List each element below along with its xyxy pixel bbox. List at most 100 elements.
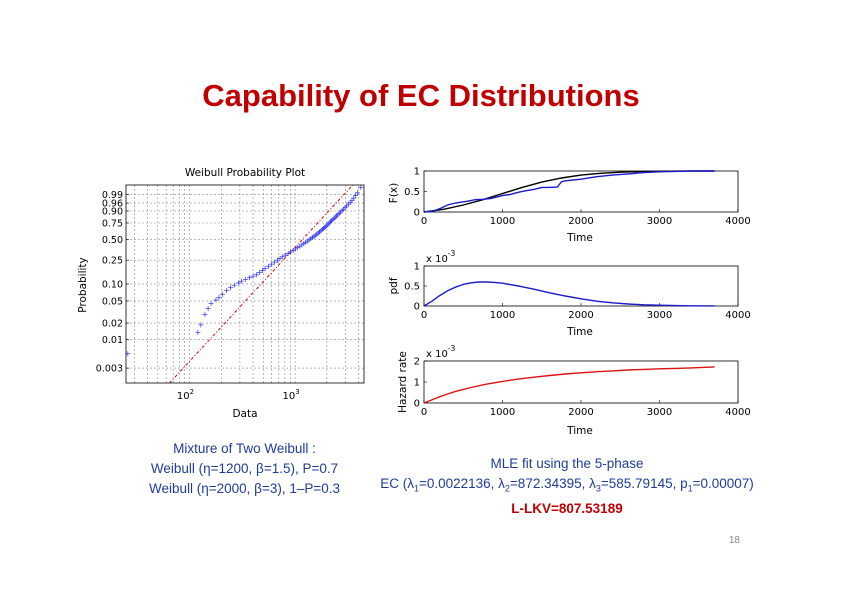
right-caption-line3: L-LKV=807.53189 (511, 500, 623, 516)
cdf-x-label: Time (566, 232, 593, 244)
weibull-plot-title: Weibull Probability Plot (185, 167, 305, 179)
hazard-scale-label: x 10-3 (426, 344, 456, 360)
weibull-data-point (279, 254, 285, 260)
weibull-data-point (331, 215, 337, 221)
weibull-data-point (195, 329, 201, 335)
weibull-data-point (235, 280, 241, 286)
weibull-data-point (358, 185, 364, 191)
weibull-data-point (231, 282, 237, 288)
weibull-y-tick-label: 0.05 (102, 296, 123, 307)
cdf-x-tick-label: 2000 (568, 216, 593, 227)
pdf-plot-frame (423, 265, 739, 307)
cdf-x-tick-label: 3000 (647, 216, 672, 227)
slide-title: Capability of EC Distributions (202, 78, 640, 113)
hazard-x-tick-label: 3000 (647, 407, 672, 418)
weibull-data-point (253, 272, 259, 278)
pdf-x-label: Time (566, 326, 593, 338)
pdf-series-pdf (423, 281, 715, 307)
hazard-x-tick-label: 1000 (490, 407, 515, 418)
weibull-y-tick-label: 0.02 (102, 319, 123, 330)
cdf-y-tick-label: 0 (414, 208, 420, 219)
weibull-data-point (317, 229, 323, 235)
weibull-data-point (205, 306, 211, 312)
weibull-data-point (274, 257, 280, 263)
hazard-x-tick-label: 2000 (568, 407, 593, 418)
weibull-data-point (224, 287, 230, 293)
weibull-plot-frame (125, 184, 365, 384)
weibull-data-point (265, 263, 271, 269)
weibull-x-label: Data (232, 408, 257, 420)
left-caption-line3: Weibull (η=2000, β=3), 1–P=0.3 (148, 481, 341, 496)
hazard-series-hazard (423, 366, 715, 404)
weibull-y-tick-label: 0.75 (102, 218, 123, 229)
weibull-reference-line (168, 185, 354, 383)
weibull-data-point (324, 222, 330, 228)
pdf-x-tick-label: 1000 (490, 310, 515, 321)
weibull-probability-plot: Weibull Probability Plot Data Probabilit… (77, 167, 365, 420)
page-number: 18 (728, 535, 740, 546)
weibull-y-tick-label: 0.003 (96, 364, 123, 375)
weibull-y-tick-label: 0.01 (102, 335, 123, 346)
cdf-plot: F(x) Time 0 1000 2000 3000 4000 0 0.5 1 (388, 167, 751, 245)
cdf-series-fitted (423, 170, 715, 213)
weibull-y-tick-label: 0.90 (102, 206, 123, 217)
pdf-x-tick-label: 2000 (568, 310, 593, 321)
hazard-y-tick-label: 1 (414, 378, 420, 389)
weibull-data-point (353, 193, 359, 199)
weibull-x-tick-label: 103 (282, 388, 299, 402)
weibull-x-tick-label: 102 (177, 388, 194, 402)
weibull-data-point (326, 220, 332, 226)
weibull-data-point (250, 273, 256, 279)
left-caption-line2: Weibull (η=1200, β=1.5), P=0.7 (150, 461, 339, 476)
pdf-x-tick-label: 0 (421, 310, 427, 321)
weibull-data-point (351, 195, 357, 201)
cdf-y-tick-label: 1 (414, 167, 420, 178)
pdf-plot: pdf Time x 10-3 0 1000 2000 3000 4000 0 0.5 1 (388, 249, 751, 338)
weibull-data-point (269, 261, 275, 267)
weibull-data-point (329, 218, 335, 224)
weibull-data-point (318, 228, 324, 234)
weibull-data-point (285, 250, 291, 256)
weibull-data-point (325, 221, 331, 227)
weibull-data-point (208, 301, 214, 307)
cdf-x-tick-label: 1000 (490, 216, 515, 227)
left-caption-line1: Mixture of Two Weibull : (173, 441, 316, 456)
weibull-data-point (327, 219, 333, 225)
weibull-data-point (256, 269, 262, 275)
weibull-data-point (238, 278, 244, 284)
hazard-x-tick-label: 0 (421, 407, 427, 418)
cdf-y-label: F(x) (388, 183, 400, 203)
cdf-series-empirical (423, 170, 715, 213)
cdf-x-tick-label: 4000 (725, 216, 750, 227)
cdf-plot-frame (423, 170, 739, 213)
weibull-data-point (216, 294, 222, 300)
weibull-data-point (198, 322, 204, 328)
weibull-data-point (246, 275, 252, 281)
cdf-x-tick-label: 0 (421, 216, 427, 227)
weibull-data-point (259, 267, 265, 273)
pdf-y-tick-label: 0 (414, 302, 420, 313)
weibull-data-point (243, 276, 249, 282)
pdf-x-tick-label: 3000 (647, 310, 672, 321)
right-caption: MLE fit using the 5-phase EC (λ1=0.00221… (352, 454, 782, 519)
pdf-scale-label: x 10-3 (426, 249, 456, 265)
pdf-y-tick-label: 0.5 (404, 282, 420, 293)
weibull-data-point (330, 217, 336, 223)
weibull-data-point (354, 190, 360, 196)
weibull-y-tick-label: 0.50 (102, 235, 123, 246)
hazard-y-label: Hazard rate (397, 351, 409, 413)
weibull-data-point (262, 266, 268, 272)
hazard-rate-plot: Hazard rate Time x 10-3 0 1000 2000 3000 400… (397, 344, 751, 437)
weibull-data-point (319, 227, 325, 233)
weibull-data-point (213, 297, 219, 303)
weibull-data-point (332, 214, 338, 220)
cdf-y-tick-label: 0.5 (404, 187, 420, 198)
weibull-y-tick-label: 0.10 (102, 279, 123, 290)
hazard-y-tick-label: 2 (414, 357, 420, 368)
weibull-data-point (323, 223, 329, 229)
weibull-data-point (334, 213, 340, 219)
hazard-x-label: Time (566, 425, 593, 437)
weibull-data-point (219, 291, 225, 297)
weibull-data-point (321, 225, 327, 231)
